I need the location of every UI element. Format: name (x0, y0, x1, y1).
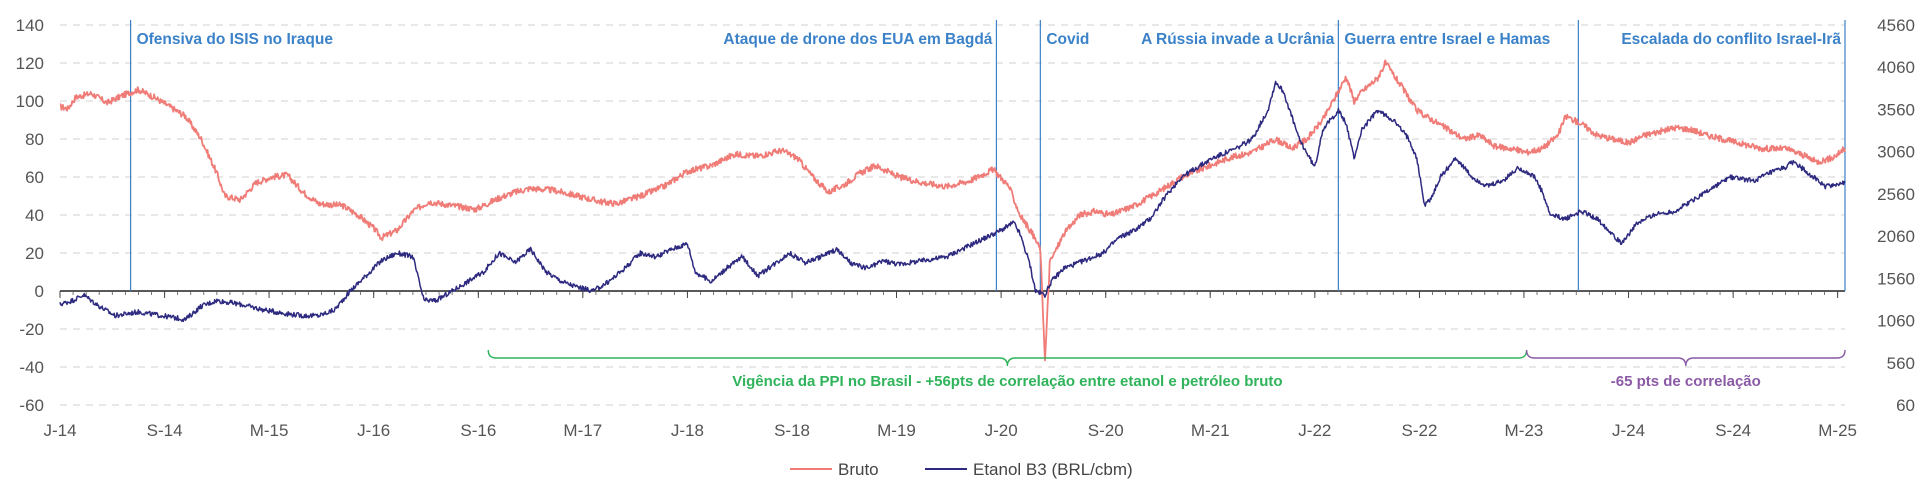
y-right-tick-label: 2060 (1877, 227, 1915, 246)
y-right-tick-label: 4560 (1877, 16, 1915, 35)
legend: Bruto Etanol B3 (BRL/cbm) (790, 460, 1133, 479)
x-tick-label: J-18 (671, 421, 704, 440)
y-left-tick-label: 40 (25, 206, 44, 225)
event-lines (129, 20, 1846, 291)
gridlines (60, 24, 1845, 406)
x-tick-label: S-16 (460, 421, 496, 440)
x-tick-label: J-20 (985, 421, 1018, 440)
event-label-escalada-do-conflito-israel-ir: Escalada do conflito Israel-Irã (1621, 31, 1841, 48)
y-right-tick-label: 2560 (1877, 185, 1915, 204)
series-line-etanol-b3-brl-cbm (59, 80, 1846, 323)
event-labels: Ofensiva do ISIS no Iraque Ataque de dron… (137, 31, 1842, 48)
y-right-tick-label: 560 (1887, 354, 1915, 373)
y-left-tick-label: 120 (16, 54, 44, 73)
y-right-tick-label: 3060 (1877, 143, 1915, 162)
y-left-tick-label: 60 (25, 168, 44, 187)
legend-label-etanol-b3-brl-cbm: Etanol B3 (BRL/cbm) (973, 460, 1133, 479)
x-tick-label: M-25 (1818, 421, 1857, 440)
annotation-brace (1525, 349, 1846, 367)
y-axis-right: 4560 4060 3560 3060 2560 2060 1560 1060 560 60 (1877, 16, 1915, 415)
x-tick-label: J-14 (43, 421, 76, 440)
event-label-guerra-entre-israel-e-hamas: Guerra entre Israel e Hamas (1344, 31, 1550, 48)
y-right-tick-label: 60 (1896, 396, 1915, 415)
y-left-tick-label: 20 (25, 244, 44, 263)
event-label-ataque-de-drone-dos-eua-em-bagd: Ataque de drone dos EUA em Bagdá (723, 31, 992, 48)
annotation-brace (487, 349, 1528, 367)
event-label-ofensiva-do-isis-no-iraque: Ofensiva do ISIS no Iraque (137, 31, 334, 48)
y-right-tick-label: 3560 (1877, 100, 1915, 119)
x-axis: J-14 S-14 M-15 J-16 S-16 M-17 J-18 S-18 M-19 J-20… (43, 290, 1857, 440)
x-tick-label: J-22 (1298, 421, 1331, 440)
y-left-tick-label: 80 (25, 130, 44, 149)
y-right-tick-label: 1060 (1877, 312, 1915, 331)
x-tick-label: S-22 (1401, 421, 1437, 440)
x-tick-label: M-21 (1191, 421, 1230, 440)
x-tick-label: M-19 (877, 421, 916, 440)
x-tick-label: S-20 (1088, 421, 1124, 440)
series-lines (59, 59, 1846, 362)
event-label-a-r-ssia-invade-a-ucr-nia: A Rússia invade a Ucrânia (1141, 31, 1335, 48)
x-tick-label: J-16 (357, 421, 390, 440)
y-left-tick-label: 140 (16, 16, 44, 35)
y-axis-left: 140 120 100 80 60 40 20 0 -20 -40 -60 (16, 16, 44, 415)
event-label-covid: Covid (1046, 31, 1089, 48)
x-tick-label: S-18 (774, 421, 810, 440)
legend-label-bruto: Bruto (838, 460, 879, 479)
x-tick-label: S-24 (1715, 421, 1751, 440)
y-left-tick-label: 0 (35, 282, 44, 301)
y-right-tick-label: 4060 (1877, 58, 1915, 77)
x-tick-label: M-17 (563, 421, 602, 440)
x-tick-label: M-15 (250, 421, 289, 440)
series-line-bruto (59, 59, 1846, 362)
y-right-tick-label: 1560 (1877, 269, 1915, 288)
annotation-label-65-pts-de-correla-o: -65 pts de correlação (1611, 373, 1761, 390)
annotation-label-vig-ncia-da-ppi-no-brasil-56pts-de-correla-o-entre-etanol-e-petr-leo-bruto: Vigência da PPI no Brasil - +56pts de co… (732, 373, 1282, 390)
x-tick-label: S-14 (147, 421, 183, 440)
x-tick-label: M-23 (1505, 421, 1544, 440)
y-left-tick-label: -60 (19, 396, 44, 415)
annotations: Vigência da PPI no Brasil - +56pts de co… (487, 349, 1846, 390)
y-left-tick-label: -20 (19, 320, 44, 339)
x-tick-label: J-24 (1612, 421, 1645, 440)
y-left-tick-label: 100 (16, 92, 44, 111)
y-left-tick-label: -40 (19, 358, 44, 377)
